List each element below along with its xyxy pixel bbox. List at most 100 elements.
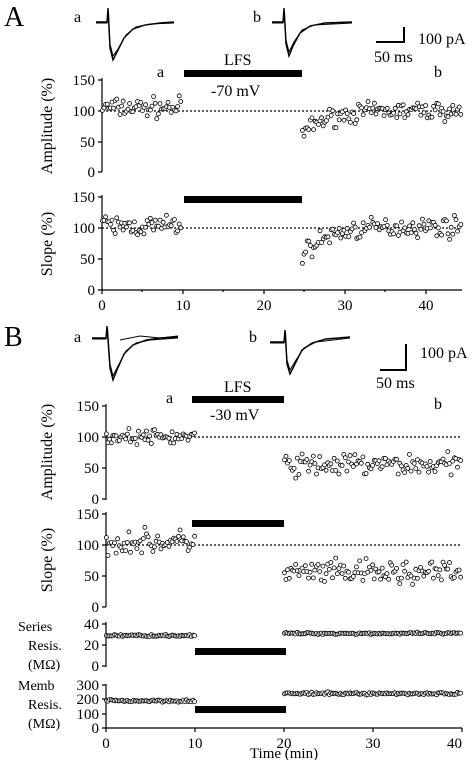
data-point [456,567,462,573]
panel-b-scale-y-label: 100 pA [420,345,468,362]
data-point [398,575,404,581]
data-point [333,467,339,473]
panel-b-amplitude-axes [102,404,462,500]
data-point [347,453,353,458]
panel-b-slope-ytick-50: 50 [84,569,99,585]
data-point [142,524,148,530]
data-point [302,563,308,569]
data-point [342,575,348,581]
data-point [402,470,408,476]
data-point [141,231,147,237]
data-point [370,105,376,111]
data-point [309,254,315,260]
data-point [306,575,311,581]
data-point [447,236,453,242]
panel-b-amp-ytick-150: 150 [77,399,100,415]
data-point [350,464,356,470]
data-point [180,534,186,540]
data-point [190,542,196,547]
data-point [397,581,403,586]
panel-a-trace-b [272,7,353,59]
panel-b-slope-points [104,524,464,587]
data-point [171,440,177,446]
memb-ytick-0: 0 [92,721,100,737]
panel-b-xtick-20: 20 [277,736,292,752]
data-point [427,225,433,231]
data-point [458,112,464,117]
data-point [155,111,161,117]
data-point [394,115,400,120]
panel-b-xtick-30: 30 [366,736,381,752]
data-point [330,226,336,232]
panel-a-slope-ytick-0: 0 [88,283,96,299]
data-point [334,571,340,577]
data-point [344,225,350,231]
data-point [432,107,438,113]
data-point [336,471,342,477]
data-point [406,451,412,457]
data-point [301,133,307,139]
data-point [176,93,182,99]
data-point [291,465,297,471]
panel-a-scale-y-label: 100 pA [418,31,466,48]
panel-a-slope-ytick-150: 150 [73,190,96,206]
panel-a-slope-ytick-50: 50 [80,252,95,268]
panel-a-slope-ytick-100: 100 [73,221,96,237]
panel-a-xtick-20: 20 [257,298,272,314]
data-point [105,553,111,558]
data-point [416,469,422,475]
data-point [336,117,342,123]
data-point [317,454,323,460]
data-point [445,566,451,572]
data-point [128,549,133,555]
data-point [408,468,414,474]
data-point [368,214,374,220]
data-point [430,575,436,581]
panel-a-xtick-0: 0 [98,298,106,314]
data-point [152,100,158,106]
data-point [171,217,177,222]
data-point [438,577,444,583]
data-point [149,220,155,226]
data-point [192,533,198,539]
data-point [309,115,315,121]
data-point [296,573,302,578]
data-point [338,235,344,241]
data-point [307,243,313,248]
data-point [429,559,435,565]
data-point [299,260,305,266]
data-point [149,103,155,109]
data-point [320,563,326,569]
data-point [296,471,302,477]
panel-a-amplitude-points [100,93,464,139]
data-point [418,226,424,232]
data-point [426,568,432,574]
data-point [352,452,358,458]
series-resistance-points [104,629,464,639]
data-point [152,544,157,550]
data-point [152,217,158,223]
panel-b-lfs-bar [192,396,284,403]
data-point [440,456,446,462]
panel-b-slope-ytick-100: 100 [77,538,100,554]
data-point [360,112,366,118]
panel-a-xtick-10: 10 [176,298,191,314]
data-point [448,224,454,230]
data-point [145,437,151,443]
data-point [399,219,405,225]
data-point [293,562,299,567]
data-point [310,453,316,459]
series-stim-bar [195,648,286,655]
data-point [104,535,109,540]
data-point [333,125,339,131]
panel-b-xlabel: Time (min) [250,746,318,760]
data-point [370,462,376,468]
data-point [117,112,123,117]
data-point [368,567,374,573]
memb-resis-label-1: Memb [18,679,55,694]
data-point [367,224,373,230]
data-point [400,562,406,567]
data-point [458,690,464,696]
data-point [342,455,348,461]
data-point [135,232,141,238]
